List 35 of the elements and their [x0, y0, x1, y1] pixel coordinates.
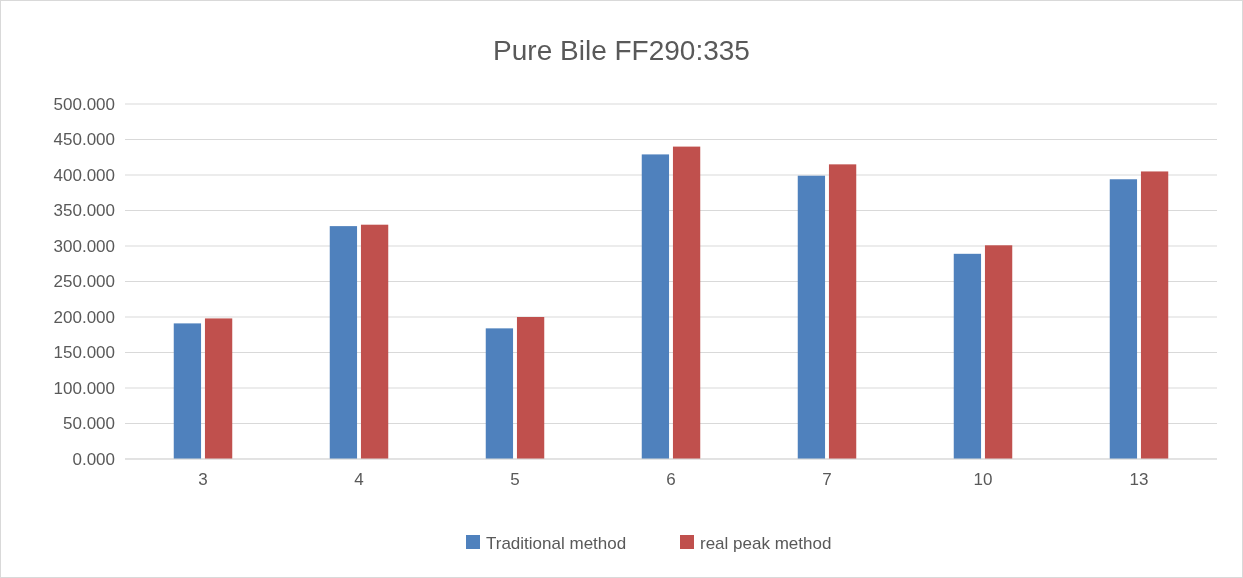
y-tick-label: 100.000 [53, 378, 115, 398]
y-tick-label: 50.000 [63, 414, 115, 434]
y-tick-label: 400.000 [53, 165, 115, 185]
x-tick-label: 3 [198, 470, 208, 489]
x-tick-label: 4 [354, 470, 364, 489]
bar [1109, 179, 1138, 459]
x-tick-label: 10 [973, 470, 993, 489]
bar [797, 175, 826, 459]
x-tick-label: 7 [822, 470, 832, 489]
bar [360, 224, 389, 459]
y-tick-label: 450.000 [53, 130, 115, 150]
bar [641, 154, 670, 459]
y-tick-label: 0.000 [72, 449, 115, 469]
y-tick-label: 300.000 [53, 236, 115, 256]
bar [828, 164, 857, 459]
bar [516, 317, 545, 459]
bar [329, 226, 358, 459]
x-tick-label: 13 [1129, 470, 1149, 489]
y-tick-label: 250.000 [53, 272, 115, 292]
y-tick-label: 500.000 [53, 94, 115, 114]
bar [485, 328, 514, 459]
bar [953, 253, 982, 459]
bar [173, 323, 202, 459]
legend-label: real peak method [700, 533, 832, 553]
y-tick-label: 200.000 [53, 307, 115, 327]
bar [984, 245, 1013, 459]
y-tick-label: 350.000 [53, 201, 115, 221]
legend-label: Traditional method [486, 533, 627, 553]
bar [672, 146, 701, 459]
bar [204, 318, 233, 459]
chart-title: Pure Bile FF290:335 [493, 35, 750, 66]
x-tick-label: 6 [666, 470, 676, 489]
bar [1140, 171, 1169, 459]
x-tick-label: 5 [510, 470, 520, 489]
y-tick-label: 150.000 [53, 343, 115, 363]
